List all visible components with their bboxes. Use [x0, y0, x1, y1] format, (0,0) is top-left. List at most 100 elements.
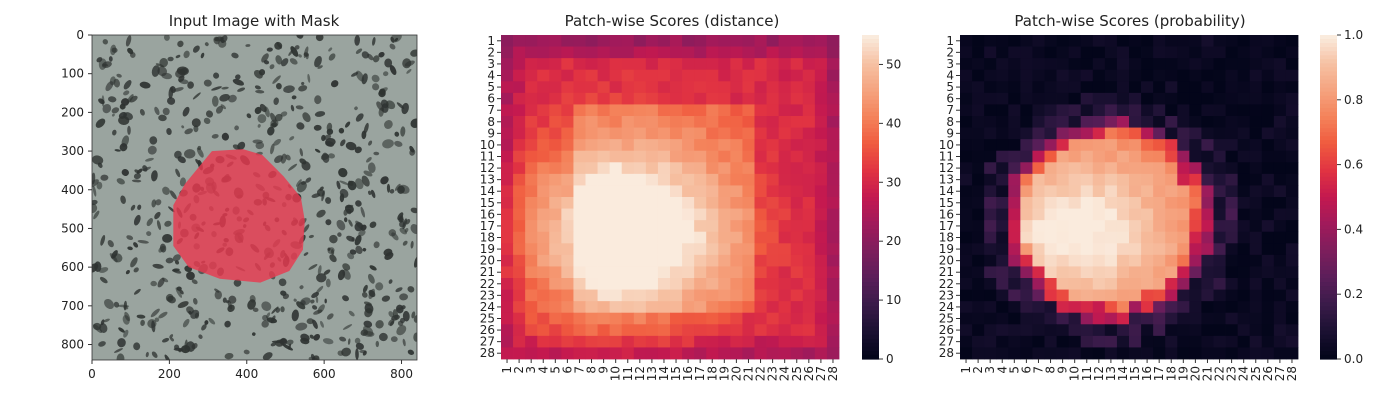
heatmap-cell — [1068, 231, 1082, 244]
colorbar-segment — [1320, 310, 1337, 316]
colorbar-segment — [1320, 95, 1337, 101]
row-tick-label: 17 — [939, 219, 954, 233]
speckle — [362, 350, 367, 356]
heatmap-cell — [1056, 254, 1070, 267]
heatmap-cell — [972, 324, 985, 337]
heatmap-cell — [621, 185, 635, 198]
speckle — [97, 162, 103, 168]
heatmap-cell — [657, 35, 671, 47]
heatmap-cell — [1056, 162, 1070, 175]
heatmap-cell — [972, 208, 985, 221]
heatmap-cell — [1201, 46, 1214, 59]
speckle — [251, 332, 256, 336]
heatmap-cell — [754, 69, 767, 82]
heatmap-cell — [972, 92, 985, 105]
heatmap-cell — [1213, 347, 1226, 360]
speckle — [222, 297, 227, 303]
heatmap-cell — [573, 243, 586, 256]
heatmap-cell — [1044, 324, 1057, 337]
colorbar-segment — [862, 140, 879, 145]
heatmap-cell — [996, 324, 1009, 337]
speckle — [130, 257, 138, 268]
heatmap-cell — [1201, 92, 1214, 105]
speckle — [291, 95, 297, 100]
heatmap-cell — [802, 173, 816, 186]
colorbar-segment — [1320, 322, 1337, 328]
heatmap-cell — [1129, 324, 1142, 337]
heatmap-cell — [645, 139, 659, 152]
heatmap-cell — [730, 254, 743, 267]
speckle — [177, 301, 189, 309]
heatmap-cell — [633, 92, 647, 105]
y-tick-label: 0 — [76, 28, 84, 42]
heatmap-cell — [513, 266, 526, 279]
heatmap-cell — [730, 243, 743, 256]
heatmap-cell — [549, 324, 562, 337]
colorbar-segment — [1320, 47, 1337, 52]
heatmap-cell — [694, 301, 707, 314]
heatmap-cell — [754, 162, 767, 175]
heatmap-cell — [1068, 92, 1082, 105]
heatmap-cell — [573, 139, 586, 152]
colorbar-segment — [862, 282, 879, 287]
heatmap-cell — [1213, 324, 1226, 337]
heatmap-cell — [645, 278, 659, 290]
colorbar-segment — [862, 51, 879, 56]
heatmap-cell — [597, 254, 611, 267]
heatmap-cell — [537, 278, 550, 290]
heatmap-cell — [706, 335, 719, 348]
colorbar-segment — [862, 168, 879, 174]
speckle — [158, 245, 166, 253]
speckle — [262, 352, 273, 360]
heatmap-cell — [802, 150, 816, 163]
speckle — [166, 128, 172, 135]
col-tick-label: 17 — [1152, 366, 1166, 381]
speckle — [125, 269, 130, 275]
heatmap-cell — [657, 104, 671, 117]
speckle — [328, 153, 335, 159]
heatmap-cell — [1225, 81, 1239, 94]
heatmap-cell — [1080, 69, 1094, 82]
speckle — [368, 289, 376, 298]
speckle — [413, 256, 417, 268]
row-tick-label: 12 — [480, 161, 495, 175]
heatmap-cell — [525, 220, 538, 233]
heatmap-cell — [1261, 220, 1275, 233]
speckle — [131, 179, 142, 183]
heatmap-cell — [501, 243, 514, 256]
heatmap-cell — [1177, 312, 1190, 325]
colorbar-segment — [1320, 209, 1337, 214]
heatmap-cell — [1153, 301, 1166, 314]
heatmap-cell — [525, 312, 538, 325]
heatmap-cell — [730, 197, 743, 209]
y-tick-label: 700 — [61, 299, 84, 313]
row-tick-label: 25 — [939, 312, 954, 326]
heatmap-cell — [1225, 92, 1239, 105]
heatmap-cell — [621, 254, 635, 267]
heatmap-cell — [1008, 185, 1021, 198]
heatmap-cell — [984, 278, 997, 290]
colorbar-segment — [862, 314, 879, 320]
mask-overlay — [173, 149, 305, 283]
speckle — [313, 333, 321, 341]
colorbar-segment — [862, 253, 879, 259]
heatmap-cell — [1261, 35, 1275, 47]
heatmap-cell — [1273, 197, 1287, 209]
heatmap-cell — [645, 312, 659, 325]
speckle — [379, 87, 388, 94]
heatmap-cell — [537, 220, 550, 233]
heatmap-cell — [1165, 335, 1178, 348]
heatmap-cell — [706, 150, 719, 163]
heatmap-cell — [706, 81, 719, 94]
heatmap-cell — [1129, 335, 1142, 348]
heatmap-cell — [718, 104, 731, 117]
heatmap-cell — [609, 197, 623, 209]
row-tick-label: 21 — [480, 265, 495, 279]
speckle — [351, 237, 355, 242]
heatmap-cell — [972, 116, 985, 128]
heatmap-cell — [1056, 324, 1070, 337]
colorbar-segment — [1320, 197, 1337, 202]
heatmap-cell — [1080, 347, 1094, 360]
speckle — [395, 287, 403, 293]
heatmap-cell — [1177, 185, 1190, 198]
